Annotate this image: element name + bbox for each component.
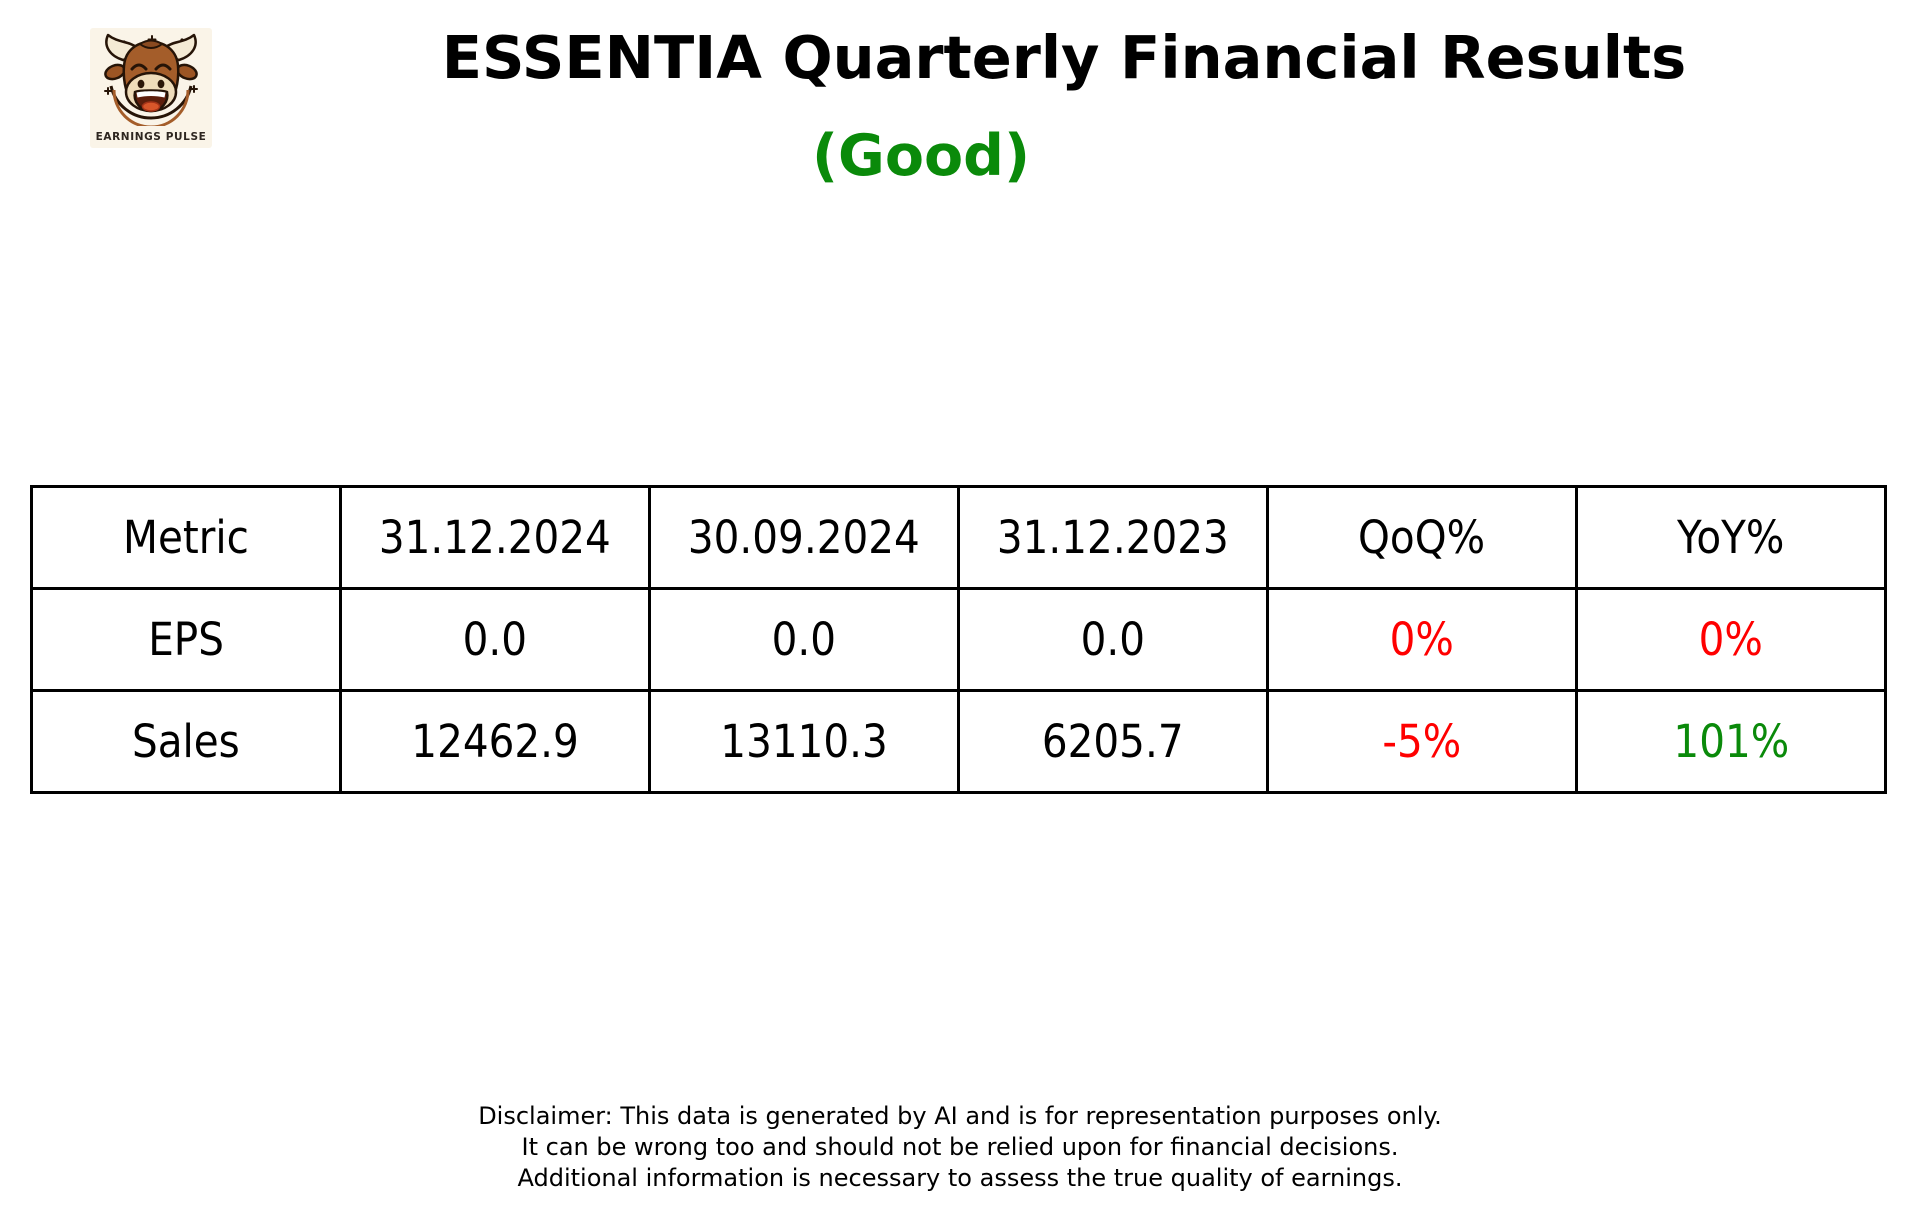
disclaimer-line: It can be wrong too and should not be re… (521, 1133, 1399, 1161)
sales-yoy-cell: 101% (1575, 689, 1887, 794)
eps-qoq-cell: 0% (1266, 587, 1578, 692)
column-header-metric: Metric (30, 485, 342, 590)
disclaimer-line: Disclaimer: This data is generated by AI… (478, 1102, 1442, 1130)
table-row-eps: EPS 0.0 0.0 0.0 0% 0% (30, 587, 1887, 692)
table-header-row: Metric 31.12.2024 30.09.2024 31.12.2023 … (30, 485, 1887, 590)
bull-mascot-icon (104, 33, 198, 126)
column-header-qoq: QoQ% (1266, 485, 1578, 590)
sales-qoq-cell: -5% (1266, 689, 1578, 794)
column-header-q-yearago: 31.12.2023 (957, 485, 1269, 590)
column-header-yoy: YoY% (1575, 485, 1887, 590)
logo: EARNINGS PULSE (90, 28, 212, 148)
table-row-sales: Sales 12462.9 13110.3 6205.7 -5% 101% (30, 689, 1887, 794)
sales-metric-cell: Sales (30, 689, 342, 794)
brand-name: EARNINGS PULSE (95, 131, 207, 143)
eps-previous-cell: 0.0 (648, 587, 960, 692)
disclaimer-line: Additional information is necessary to a… (517, 1164, 1403, 1192)
column-header-q-previous: 30.09.2024 (648, 485, 960, 590)
column-header-q-current: 31.12.2024 (339, 485, 651, 590)
sales-current-cell: 12462.9 (339, 689, 651, 794)
results-table: Metric 31.12.2024 30.09.2024 31.12.2023 … (30, 485, 1887, 794)
page-title: ESSENTIA Quarterly Financial Results (441, 23, 1687, 92)
verdict-subtitle: (Good) (811, 123, 1031, 189)
sales-previous-cell: 13110.3 (648, 689, 960, 794)
eps-current-cell: 0.0 (339, 587, 651, 692)
eps-yearago-cell: 0.0 (957, 587, 1269, 692)
eps-yoy-cell: 0% (1575, 587, 1887, 692)
eps-metric-cell: EPS (30, 587, 342, 692)
disclaimer: Disclaimer: This data is generated by AI… (310, 1101, 1610, 1194)
sales-yearago-cell: 6205.7 (957, 689, 1269, 794)
